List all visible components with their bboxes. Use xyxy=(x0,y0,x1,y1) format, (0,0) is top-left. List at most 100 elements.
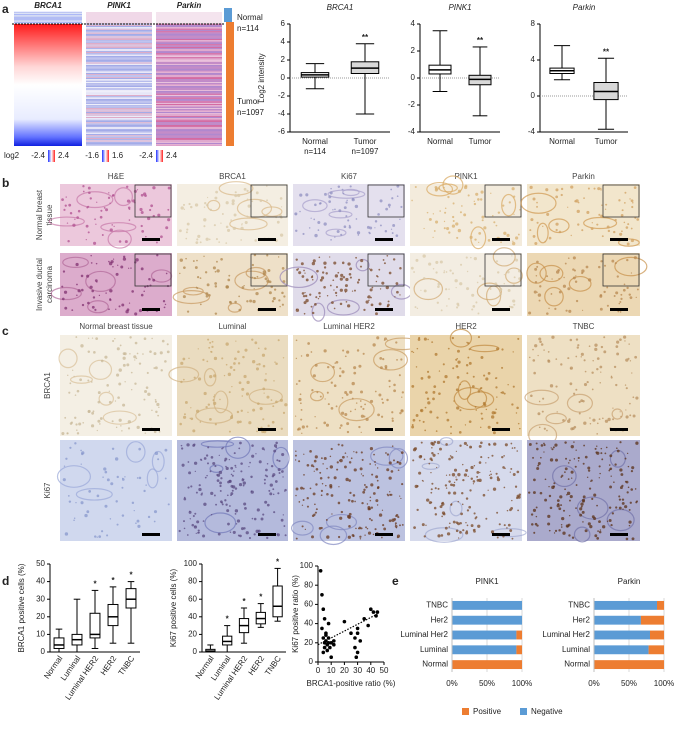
cell-nucleus xyxy=(575,355,578,358)
cell-nucleus xyxy=(464,424,467,426)
cell-nucleus xyxy=(364,403,366,406)
cell-nucleus xyxy=(444,207,447,210)
cell-nucleus xyxy=(478,231,482,235)
cell-nucleus xyxy=(439,505,443,509)
cell-nucleus xyxy=(434,513,438,516)
significance: ** xyxy=(477,36,484,45)
x-tick-label: Normal xyxy=(549,137,575,146)
cell-nucleus xyxy=(416,485,419,488)
significance: * xyxy=(259,593,263,602)
cell-nucleus xyxy=(67,374,69,377)
cell-nucleus xyxy=(282,411,286,414)
cell-nucleus xyxy=(451,336,455,340)
bar-segment xyxy=(452,630,517,640)
cell-nucleus xyxy=(401,523,404,526)
cell-nucleus xyxy=(462,478,465,482)
cell-nucleus xyxy=(571,536,575,539)
cell-nucleus xyxy=(423,289,427,293)
cell-nucleus xyxy=(620,415,622,418)
cell-nucleus xyxy=(229,301,233,305)
cell-nucleus xyxy=(361,458,364,461)
cell-nucleus xyxy=(121,303,125,307)
cell-nucleus xyxy=(564,471,566,473)
cell-nucleus xyxy=(379,288,382,290)
cell-nucleus xyxy=(267,268,271,272)
cell-nucleus xyxy=(304,528,307,531)
cell-nucleus xyxy=(555,358,558,360)
cell-nucleus xyxy=(190,485,193,488)
y-tick-label: 4 xyxy=(531,55,536,64)
cell-nucleus xyxy=(558,290,562,294)
cell-nucleus xyxy=(226,509,230,513)
cell-nucleus xyxy=(580,399,584,403)
cell-nucleus xyxy=(240,462,243,465)
cell-nucleus xyxy=(209,418,212,421)
cell-nucleus xyxy=(399,218,401,221)
cell-nucleus xyxy=(503,486,506,489)
cell-nucleus xyxy=(102,476,104,478)
cell-nucleus xyxy=(334,291,338,295)
cell-nucleus xyxy=(392,258,396,261)
cell-nucleus xyxy=(202,520,205,522)
cell-nucleus xyxy=(185,237,188,240)
tissue-structure xyxy=(338,398,375,422)
cell-nucleus xyxy=(164,303,167,306)
y-axis-label: Ki67 positive ratio (%) xyxy=(291,575,300,653)
cell-nucleus xyxy=(104,470,108,474)
y-axis-label: Log2 intensity xyxy=(257,53,266,102)
cell-nucleus xyxy=(297,268,300,270)
cell-nucleus xyxy=(85,224,89,228)
cell-nucleus xyxy=(418,471,422,475)
cell-nucleus xyxy=(577,223,580,226)
cell-nucleus xyxy=(465,521,467,524)
scale-bar xyxy=(610,238,628,241)
cell-nucleus xyxy=(514,485,518,488)
cell-nucleus xyxy=(430,471,432,474)
cell-nucleus xyxy=(311,389,314,392)
cell-nucleus xyxy=(632,396,635,399)
cell-nucleus xyxy=(255,529,259,533)
cell-nucleus xyxy=(269,492,273,496)
cell-nucleus xyxy=(347,498,351,502)
cell-nucleus xyxy=(213,401,217,405)
cell-nucleus xyxy=(323,266,327,269)
cell-nucleus xyxy=(298,379,301,383)
cell-nucleus xyxy=(395,234,399,237)
cell-nucleus xyxy=(376,275,378,277)
x-tick-label: 40 xyxy=(366,666,375,675)
cell-nucleus xyxy=(382,357,385,361)
cell-nucleus xyxy=(135,522,137,524)
cell-nucleus xyxy=(501,391,505,394)
tissue-structure xyxy=(576,496,609,520)
tissue-structure xyxy=(125,441,146,463)
cell-nucleus xyxy=(426,211,429,214)
cell-nucleus xyxy=(110,260,114,264)
cell-nucleus xyxy=(465,256,468,259)
cell-nucleus xyxy=(231,199,235,203)
tissue-structure xyxy=(225,436,251,459)
cell-nucleus xyxy=(633,186,637,189)
cell-nucleus xyxy=(226,494,229,497)
cell-nucleus xyxy=(443,227,446,230)
cell-nucleus xyxy=(299,402,302,405)
cell-nucleus xyxy=(470,446,472,448)
cell-nucleus xyxy=(383,262,386,265)
point xyxy=(332,639,336,643)
tissue-structure xyxy=(469,344,500,353)
cell-nucleus xyxy=(345,201,348,204)
cell-nucleus xyxy=(268,489,271,492)
cell-nucleus xyxy=(447,347,450,350)
cell-nucleus xyxy=(126,199,131,203)
cell-nucleus xyxy=(397,516,400,519)
cell-nucleus xyxy=(349,491,352,495)
significance: * xyxy=(129,571,133,580)
cell-nucleus xyxy=(494,377,497,380)
cell-nucleus xyxy=(355,451,358,454)
cell-nucleus xyxy=(628,508,631,511)
cell-nucleus xyxy=(590,227,594,231)
cell-nucleus xyxy=(133,355,137,359)
cell-nucleus xyxy=(361,501,364,505)
cell-nucleus xyxy=(362,352,365,355)
cell-nucleus xyxy=(386,305,389,308)
cell-nucleus xyxy=(613,230,616,234)
